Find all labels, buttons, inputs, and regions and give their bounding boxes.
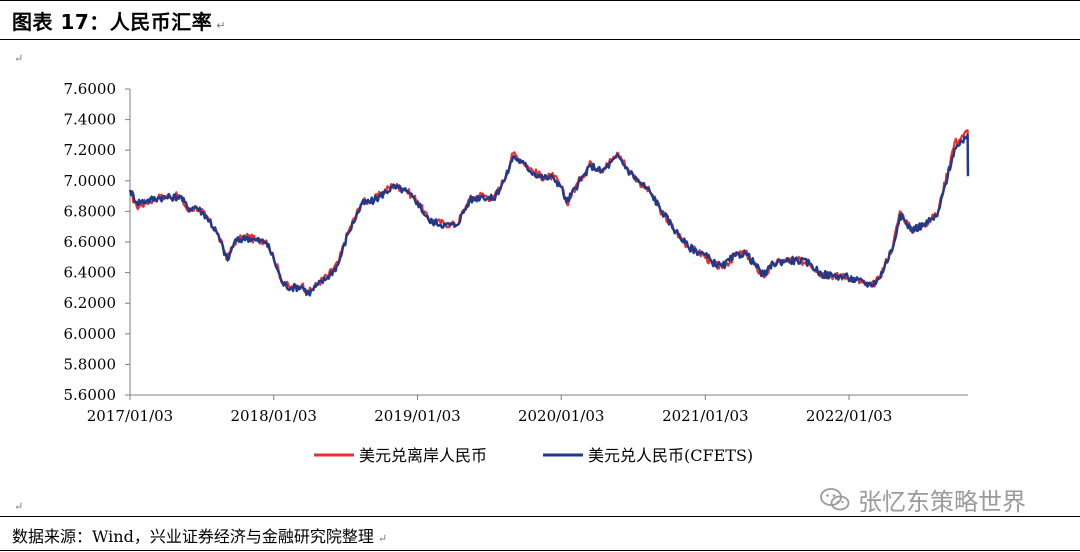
- x-tick-label: 2017/01/03: [87, 407, 173, 425]
- wechat-icon: [820, 487, 850, 510]
- paragraph-mark: ↵: [377, 532, 388, 545]
- x-tick-label: 2021/01/03: [662, 407, 748, 425]
- paragraph-mark: ↵: [216, 19, 227, 32]
- watermark-text: 张忆东策略世界: [858, 488, 1026, 516]
- title-divider: [0, 39, 1080, 40]
- y-tick-label: 6.2000: [64, 294, 117, 312]
- y-tick-label: 6.6000: [64, 233, 117, 251]
- series-line-2: [128, 133, 970, 297]
- watermark: 张忆东策略世界: [820, 482, 1026, 517]
- bottom-border: [0, 550, 1080, 551]
- source-divider: [0, 516, 1080, 517]
- y-tick-label: 6.8000: [64, 202, 117, 220]
- x-tick-label: 2022/01/03: [806, 407, 892, 425]
- y-tick-label: 7.2000: [64, 141, 117, 159]
- paragraph-mark: ↵: [14, 500, 24, 513]
- y-tick-label: 5.8000: [64, 355, 117, 373]
- figure-title: 图表 17：人民币汇率 ↵: [12, 10, 227, 34]
- legend-label-1: 美元兑离岸人民币: [359, 446, 487, 465]
- y-tick-label: 7.0000: [64, 172, 117, 190]
- paragraph-mark: ↵: [14, 52, 24, 65]
- x-tick-label: 2020/01/03: [518, 407, 604, 425]
- y-tick-label: 6.0000: [64, 325, 117, 343]
- x-tick-label: 2019/01/03: [374, 407, 460, 425]
- exchange-rate-chart: 7.6000 7.4000 7.2000 7.0000 6.8000 6.6000 6.40…: [64, 80, 970, 465]
- y-tick-label: 7.6000: [64, 80, 117, 98]
- y-tick-label: 6.4000: [64, 264, 117, 282]
- top-border: [0, 0, 1080, 1]
- y-tick-label: 7.4000: [64, 111, 117, 129]
- series-line-1: [129, 129, 970, 295]
- legend-label-2: 美元兑人民币(CFETS): [588, 446, 753, 465]
- y-tick-label: 5.6000: [64, 386, 117, 404]
- x-tick-label: 2018/01/03: [231, 407, 317, 425]
- source-note: 数据来源：Wind，兴业证券经济与金融研究院整理 ↵: [12, 527, 388, 546]
